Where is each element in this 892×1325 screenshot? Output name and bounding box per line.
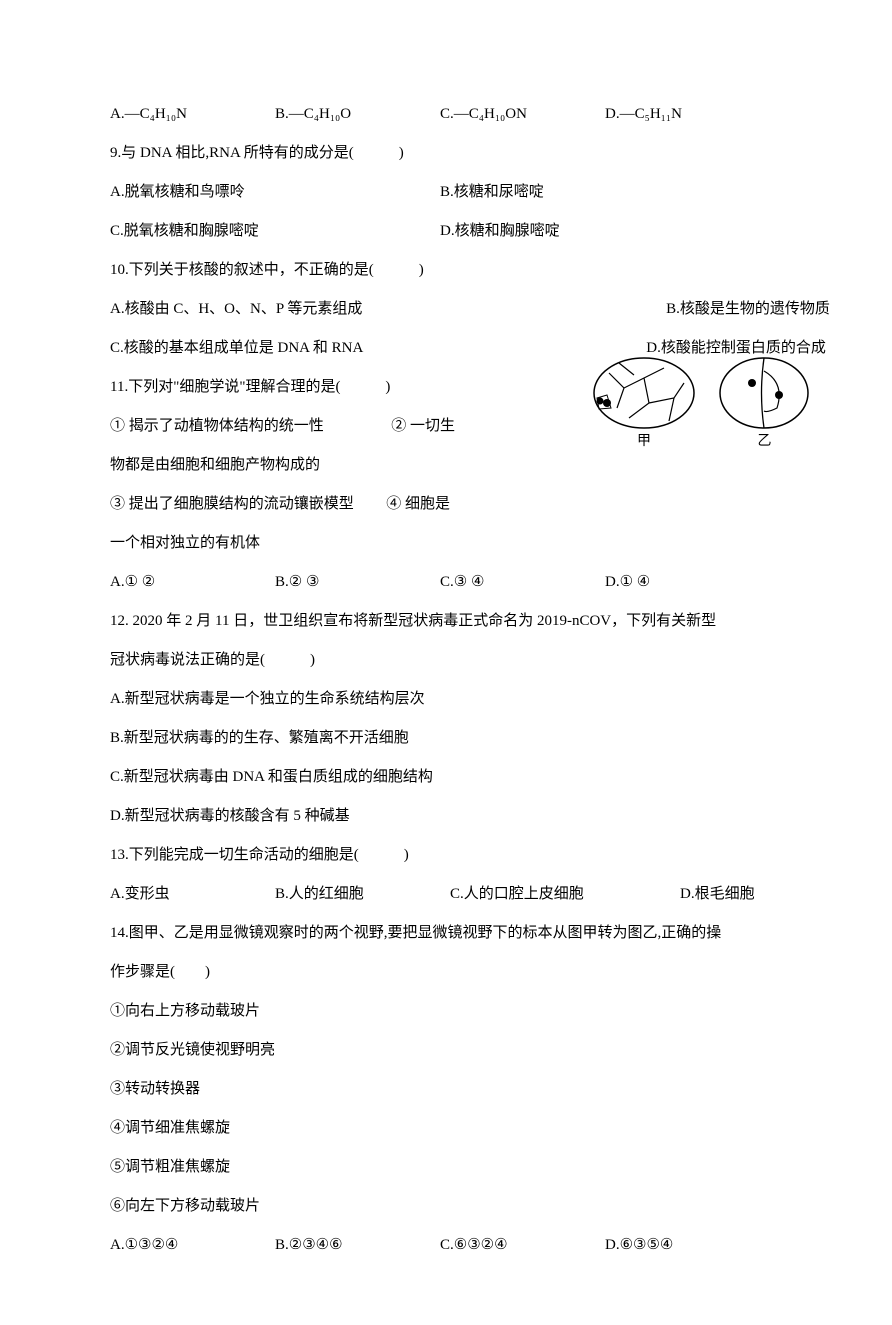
q8-options: A.—C₄H₁₀N B.—C₄H₁₀O C.—C₄H₁₀ON D.—C₅H₁₁N (110, 95, 782, 134)
option-b: B.—C₄H₁₀O (275, 95, 440, 134)
q10-stem: 10.下列关于核酸的叙述中，不正确的是( ) (110, 251, 782, 290)
option-c: C.人的口腔上皮细胞 (450, 875, 680, 914)
cell-yi: 乙 (717, 353, 812, 449)
option-b: B.②③④⑥ (275, 1226, 440, 1265)
option-c: C.核酸的基本组成单位是 DNA 和 RNA (110, 340, 363, 356)
q11-s34: ③ 提出了细胞膜结构的流动镶嵌模型 ④ 细胞是 (110, 485, 782, 524)
option-d: D.① ④ (605, 563, 770, 602)
option-a: A.变形虫 (110, 875, 275, 914)
q14-s4: ④调节细准焦螺旋 (110, 1109, 782, 1148)
q14-s1: ①向右上方移动载玻片 (110, 992, 782, 1031)
q9-stem: 9.与 DNA 相比,RNA 所特有的成分是( ) (110, 134, 782, 173)
q14-options: A.①③②④ B.②③④⑥ C.⑥③②④ D.⑥③⑤④ (110, 1226, 782, 1265)
q11-options: A.① ② B.② ③ C.③ ④ D.① ④ (110, 563, 782, 602)
q11-s4b: 一个相对独立的有机体 (110, 524, 782, 563)
q14-stem1: 14.图甲、乙是用显微镜观察时的两个视野,要把显微镜视野下的标本从图甲转为图乙,… (110, 914, 782, 953)
q11-s1c: 物都是由细胞和细胞产物构成的 (110, 446, 782, 485)
q14-stem2: 作步骤是( ) (110, 953, 782, 992)
q11-block: 甲 乙 11.下列对"细胞学说"理解合理的是( ) ① 揭示了动植物体结构的统一… (110, 368, 782, 563)
q14-s5: ⑤调节粗准焦螺旋 (110, 1148, 782, 1187)
q12-stem1: 12. 2020 年 2 月 11 日，世卫组织宣布将新型冠状病毒正式命名为 2… (110, 602, 782, 641)
option-c: C.⑥③②④ (440, 1226, 605, 1265)
q14-s3: ③转动转换器 (110, 1070, 782, 1109)
option-d: D.核糖和胸腺嘧啶 (440, 212, 770, 251)
option-d: D.⑥③⑤④ (605, 1226, 770, 1265)
q10-line1: A.核酸由 C、H、O、N、P 等元素组成 B.核酸是生物的遗传物质 (110, 290, 782, 329)
option-b: B.新型冠状病毒的的生存、繁殖离不开活细胞 (110, 719, 782, 758)
option-d: D.根毛细胞 (680, 875, 755, 914)
q11-s4: ④ 细胞是 (386, 496, 450, 512)
cell-jia: 甲 (589, 353, 699, 449)
option-c: C.③ ④ (440, 563, 605, 602)
q14-s6: ⑥向左下方移动载玻片 (110, 1187, 782, 1226)
exam-page: A.—C₄H₁₀N B.—C₄H₁₀O C.—C₄H₁₀ON D.—C₅H₁₁N… (0, 0, 892, 1325)
option-a: A.① ② (110, 563, 275, 602)
option-a: A.新型冠状病毒是一个独立的生命系统结构层次 (110, 680, 782, 719)
option-b: B.核酸是生物的遗传物质 (666, 290, 830, 329)
option-a: A.脱氧核糖和鸟嘌呤 (110, 173, 440, 212)
q13-stem: 13.下列能完成一切生命活动的细胞是( ) (110, 836, 782, 875)
figure-label-jia: 甲 (589, 435, 699, 449)
q13-options: A.变形虫 B.人的红细胞 C.人的口腔上皮细胞 D.根毛细胞 (110, 875, 782, 914)
option-b: B.核糖和尿嘧啶 (440, 173, 770, 212)
option-a: A.核酸由 C、H、O、N、P 等元素组成 (110, 301, 362, 317)
option-a: A.①③②④ (110, 1226, 275, 1265)
option-b: B.人的红细胞 (275, 875, 450, 914)
option-a: A.—C₄H₁₀N (110, 95, 275, 134)
q14-s2: ②调节反光镜使视野明亮 (110, 1031, 782, 1070)
figure-label-yi: 乙 (717, 435, 812, 449)
q11-s1a: ① 揭示了动植物体结构的统一性 (110, 418, 324, 434)
option-b: B.② ③ (275, 563, 440, 602)
option-c: C.脱氧核糖和胸腺嘧啶 (110, 212, 440, 251)
q11-s3: ③ 提出了细胞膜结构的流动镶嵌模型 (110, 496, 354, 512)
q9-options: A.脱氧核糖和鸟嘌呤 B.核糖和尿嘧啶 C.脱氧核糖和胸腺嘧啶 D.核糖和胸腺嘧… (110, 173, 782, 251)
option-d: D.—C₅H₁₁N (605, 95, 770, 134)
option-c: C.新型冠状病毒由 DNA 和蛋白质组成的细胞结构 (110, 758, 782, 797)
q12-stem2: 冠状病毒说法正确的是( ) (110, 641, 782, 680)
option-c: C.—C₄H₁₀ON (440, 95, 605, 134)
cell-figure: 甲 乙 (589, 353, 812, 449)
option-d: D.新型冠状病毒的核酸含有 5 种碱基 (110, 797, 782, 836)
q11-s1b: ② 一切生 (391, 418, 455, 434)
